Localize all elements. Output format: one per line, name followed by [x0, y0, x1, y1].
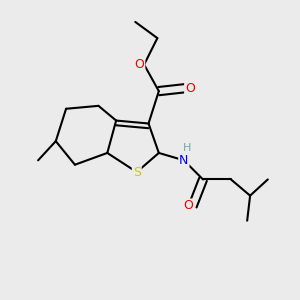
Text: H: H	[183, 143, 191, 153]
Text: N: N	[179, 154, 188, 167]
Text: O: O	[185, 82, 195, 95]
Text: O: O	[183, 200, 193, 212]
Text: O: O	[134, 58, 144, 71]
Text: S: S	[133, 166, 141, 178]
